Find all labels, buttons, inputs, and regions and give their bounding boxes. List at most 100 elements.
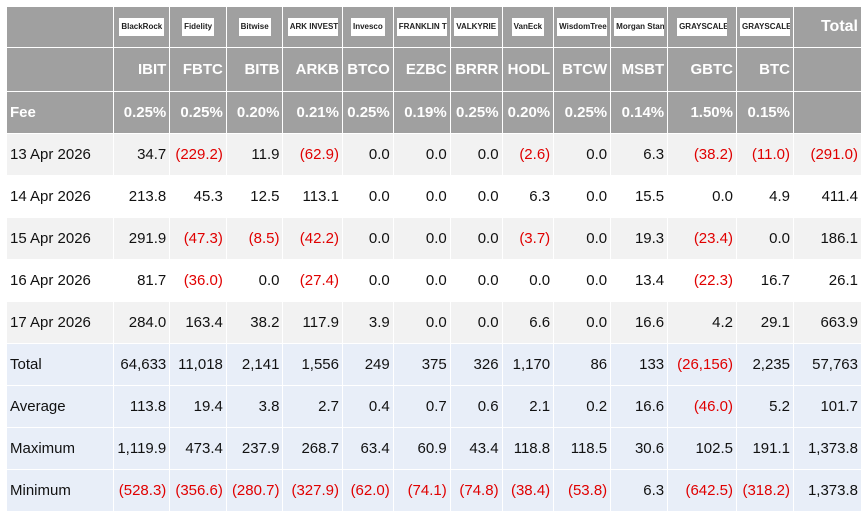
ticker: BTCO xyxy=(341,47,394,92)
summary-value: (74.8) xyxy=(449,469,503,512)
empty-cell xyxy=(793,47,862,92)
fee: 0.14% xyxy=(610,91,669,134)
flow-value: (229.2) xyxy=(169,133,227,176)
summary-value: 11,018 xyxy=(169,343,227,386)
ticker: GBTC xyxy=(667,47,737,92)
logo-cell: ARK INVEST xyxy=(282,6,343,48)
date-label: 15 Apr 2026 xyxy=(5,217,115,260)
flow-value: 45.3 xyxy=(169,175,227,218)
flow-value: 186.1 xyxy=(793,217,862,260)
ticker: BITB xyxy=(225,47,284,92)
summary-value: (53.8) xyxy=(553,469,612,512)
fee: 0.15% xyxy=(736,91,794,134)
summary-row: Maximum 1,119.9 473.4 237.9 268.7 63.4 60.9 43.… xyxy=(5,427,862,470)
summary-value: 6.3 xyxy=(610,469,669,512)
summary-value: 5.2 xyxy=(736,385,794,428)
summary-value: 19.4 xyxy=(169,385,227,428)
logo-cell: WisdomTree xyxy=(553,6,612,48)
logo-cell: VanEck xyxy=(501,6,555,48)
flow-value: 0.0 xyxy=(392,175,451,218)
summary-value: (642.5) xyxy=(667,469,737,512)
flow-value: 0.0 xyxy=(341,133,394,176)
flow-value: 163.4 xyxy=(169,301,227,344)
date-label: 14 Apr 2026 xyxy=(5,175,115,218)
flow-value: 38.2 xyxy=(225,301,284,344)
issuer-logo: Bitwise xyxy=(238,18,271,37)
summary-value: 1,373.8 xyxy=(793,427,862,470)
flow-value: 284.0 xyxy=(113,301,171,344)
flow-value: (22.3) xyxy=(667,259,737,302)
flow-value: 0.0 xyxy=(392,301,451,344)
summary-label: Total xyxy=(5,343,115,386)
issuer-logo: Invesco xyxy=(350,18,385,37)
flow-value: 0.0 xyxy=(553,259,612,302)
flow-value: 213.8 xyxy=(113,175,171,218)
summary-value: 43.4 xyxy=(449,427,503,470)
flow-value: 6.3 xyxy=(610,133,669,176)
fee: 0.25% xyxy=(341,91,394,134)
fee: 0.25% xyxy=(553,91,612,134)
summary-value: (528.3) xyxy=(113,469,171,512)
flow-value: 16.6 xyxy=(610,301,669,344)
flow-value: (291.0) xyxy=(793,133,862,176)
flow-value: 0.0 xyxy=(225,259,284,302)
fee: 0.25% xyxy=(169,91,227,134)
ticker: BTCW xyxy=(553,47,612,92)
flow-value: 15.5 xyxy=(610,175,669,218)
fee: 0.20% xyxy=(225,91,284,134)
summary-value: 2,141 xyxy=(225,343,284,386)
summary-value: (46.0) xyxy=(667,385,737,428)
flow-value: (62.9) xyxy=(282,133,343,176)
fee: 0.20% xyxy=(501,91,555,134)
summary-value: 249 xyxy=(341,343,394,386)
summary-value: 0.7 xyxy=(392,385,451,428)
logo-cell: BlackRock xyxy=(113,6,171,48)
flow-value: 0.0 xyxy=(449,175,503,218)
summary-value: 0.4 xyxy=(341,385,394,428)
flow-value: 0.0 xyxy=(667,175,737,218)
date-label: 16 Apr 2026 xyxy=(5,259,115,302)
flow-value: 4.9 xyxy=(736,175,794,218)
flow-value: 0.0 xyxy=(449,301,503,344)
summary-label: Minimum xyxy=(5,469,115,512)
flow-value: (42.2) xyxy=(282,217,343,260)
summary-row: Average 113.8 19.4 3.8 2.7 0.4 0.7 0.6 2.1 0.2 16.… xyxy=(5,385,862,428)
date-label: 13 Apr 2026 xyxy=(5,133,115,176)
summary-value: 0.2 xyxy=(553,385,612,428)
flow-value: 0.0 xyxy=(341,259,394,302)
fee: 0.19% xyxy=(392,91,451,134)
flow-value: 663.9 xyxy=(793,301,862,344)
summary-value: 1,556 xyxy=(282,343,343,386)
flow-value: 0.0 xyxy=(553,133,612,176)
summary-value: 63.4 xyxy=(341,427,394,470)
flow-value: 26.1 xyxy=(793,259,862,302)
flow-value: 0.0 xyxy=(392,133,451,176)
flow-value: 0.0 xyxy=(392,217,451,260)
summary-value: (280.7) xyxy=(225,469,284,512)
flow-value: 0.0 xyxy=(449,259,503,302)
summary-value: 102.5 xyxy=(667,427,737,470)
logo-cell: Morgan Stanley xyxy=(610,6,669,48)
flow-value: (38.2) xyxy=(667,133,737,176)
ticker-row: IBIT FBTC BITB ARKB BTCO EZBC BRRR HODL BTCW MSBT… xyxy=(5,47,862,92)
logo-cell: GRAYSCALE xyxy=(667,6,737,48)
summary-value: (62.0) xyxy=(341,469,394,512)
summary-value: 1,373.8 xyxy=(793,469,862,512)
ticker: ARKB xyxy=(282,47,343,92)
ticker: HODL xyxy=(501,47,555,92)
flow-value: (23.4) xyxy=(667,217,737,260)
flow-value: (8.5) xyxy=(225,217,284,260)
flow-value: (2.6) xyxy=(501,133,555,176)
summary-value: 113.8 xyxy=(113,385,171,428)
corner-cell xyxy=(5,47,115,92)
summary-value: 30.6 xyxy=(610,427,669,470)
summary-value: 2.7 xyxy=(282,385,343,428)
date-label: 17 Apr 2026 xyxy=(5,301,115,344)
etf-flow-table: BlackRock Fidelity Bitwise ARK INVEST Invesc… xyxy=(5,6,862,512)
summary-value: 133 xyxy=(610,343,669,386)
summary-value: (38.4) xyxy=(501,469,555,512)
summary-value: 0.6 xyxy=(449,385,503,428)
issuer-logo: WisdomTree xyxy=(557,18,608,37)
ticker: FBTC xyxy=(169,47,227,92)
fee: 0.25% xyxy=(449,91,503,134)
